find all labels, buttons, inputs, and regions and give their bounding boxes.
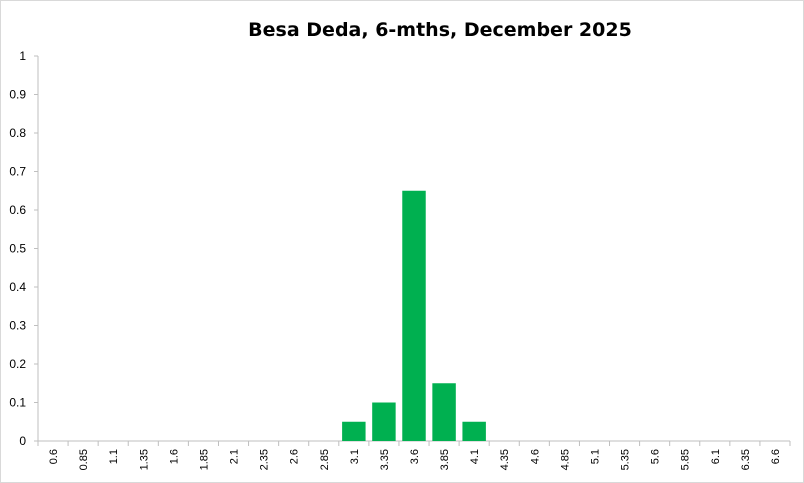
y-tick-label: 0.9 (9, 88, 26, 102)
x-tick-label: 1.85 (198, 449, 210, 470)
x-tick-label: 0.6 (48, 449, 60, 464)
x-tick-label: 3.6 (409, 449, 421, 464)
x-tick-label: 2.35 (259, 449, 271, 470)
x-tick-label: 2.6 (289, 449, 301, 464)
x-tick-label: 4.6 (529, 449, 541, 464)
y-tick-label: 0.2 (9, 357, 26, 371)
bar-3.6 (402, 190, 426, 441)
y-tick-label: 0.7 (9, 165, 26, 179)
x-tick-label: 3.85 (439, 449, 451, 470)
x-tick-label: 0.85 (78, 449, 90, 470)
y-tick-label: 0 (19, 434, 26, 448)
y-tick-label: 0.1 (9, 396, 26, 410)
x-tick-label: 1.1 (108, 449, 120, 464)
y-tick-label: 0.6 (9, 203, 26, 217)
y-tick-label: 0.4 (9, 280, 26, 294)
x-tick-label: 2.1 (229, 449, 241, 464)
chart-title: Besa Deda, 6-mths, December 2025 (248, 19, 632, 41)
x-tick-label: 4.85 (559, 449, 571, 470)
x-tick-label: 5.85 (680, 449, 692, 470)
x-tick-label: 1.6 (168, 449, 180, 464)
bar-3.85 (432, 383, 456, 441)
x-tick-label: 5.6 (650, 449, 662, 464)
x-tick-label: 5.1 (589, 449, 601, 464)
x-tick-label: 2.85 (319, 449, 331, 470)
y-tick-label: 1 (19, 49, 26, 63)
plot-area: 0 0.1 0.2 0.3 0.4 0.5 0.6 0.7 0.8 0.9 1 0.6 0.85 1.1 1… (9, 49, 791, 470)
x-tick-label: 6.35 (740, 449, 752, 470)
x-tick-label: 4.1 (469, 449, 481, 464)
y-tick-label: 0.5 (9, 242, 26, 256)
x-tick-label: 6.6 (770, 449, 782, 464)
bar-3.35 (372, 402, 396, 441)
bar-3.1 (342, 421, 366, 441)
x-tick-label: 5.35 (620, 449, 632, 470)
x-tick-label: 4.35 (499, 449, 511, 470)
x-tick-label: 6.1 (710, 449, 722, 464)
y-tick-label: 0.8 (9, 126, 26, 140)
x-tick-label: 3.35 (379, 449, 391, 470)
x-tick-label: 1.35 (138, 449, 150, 470)
bar-4.1 (462, 421, 486, 441)
x-tick-label: 3.1 (349, 449, 361, 464)
y-tick-label: 0.3 (9, 319, 26, 333)
